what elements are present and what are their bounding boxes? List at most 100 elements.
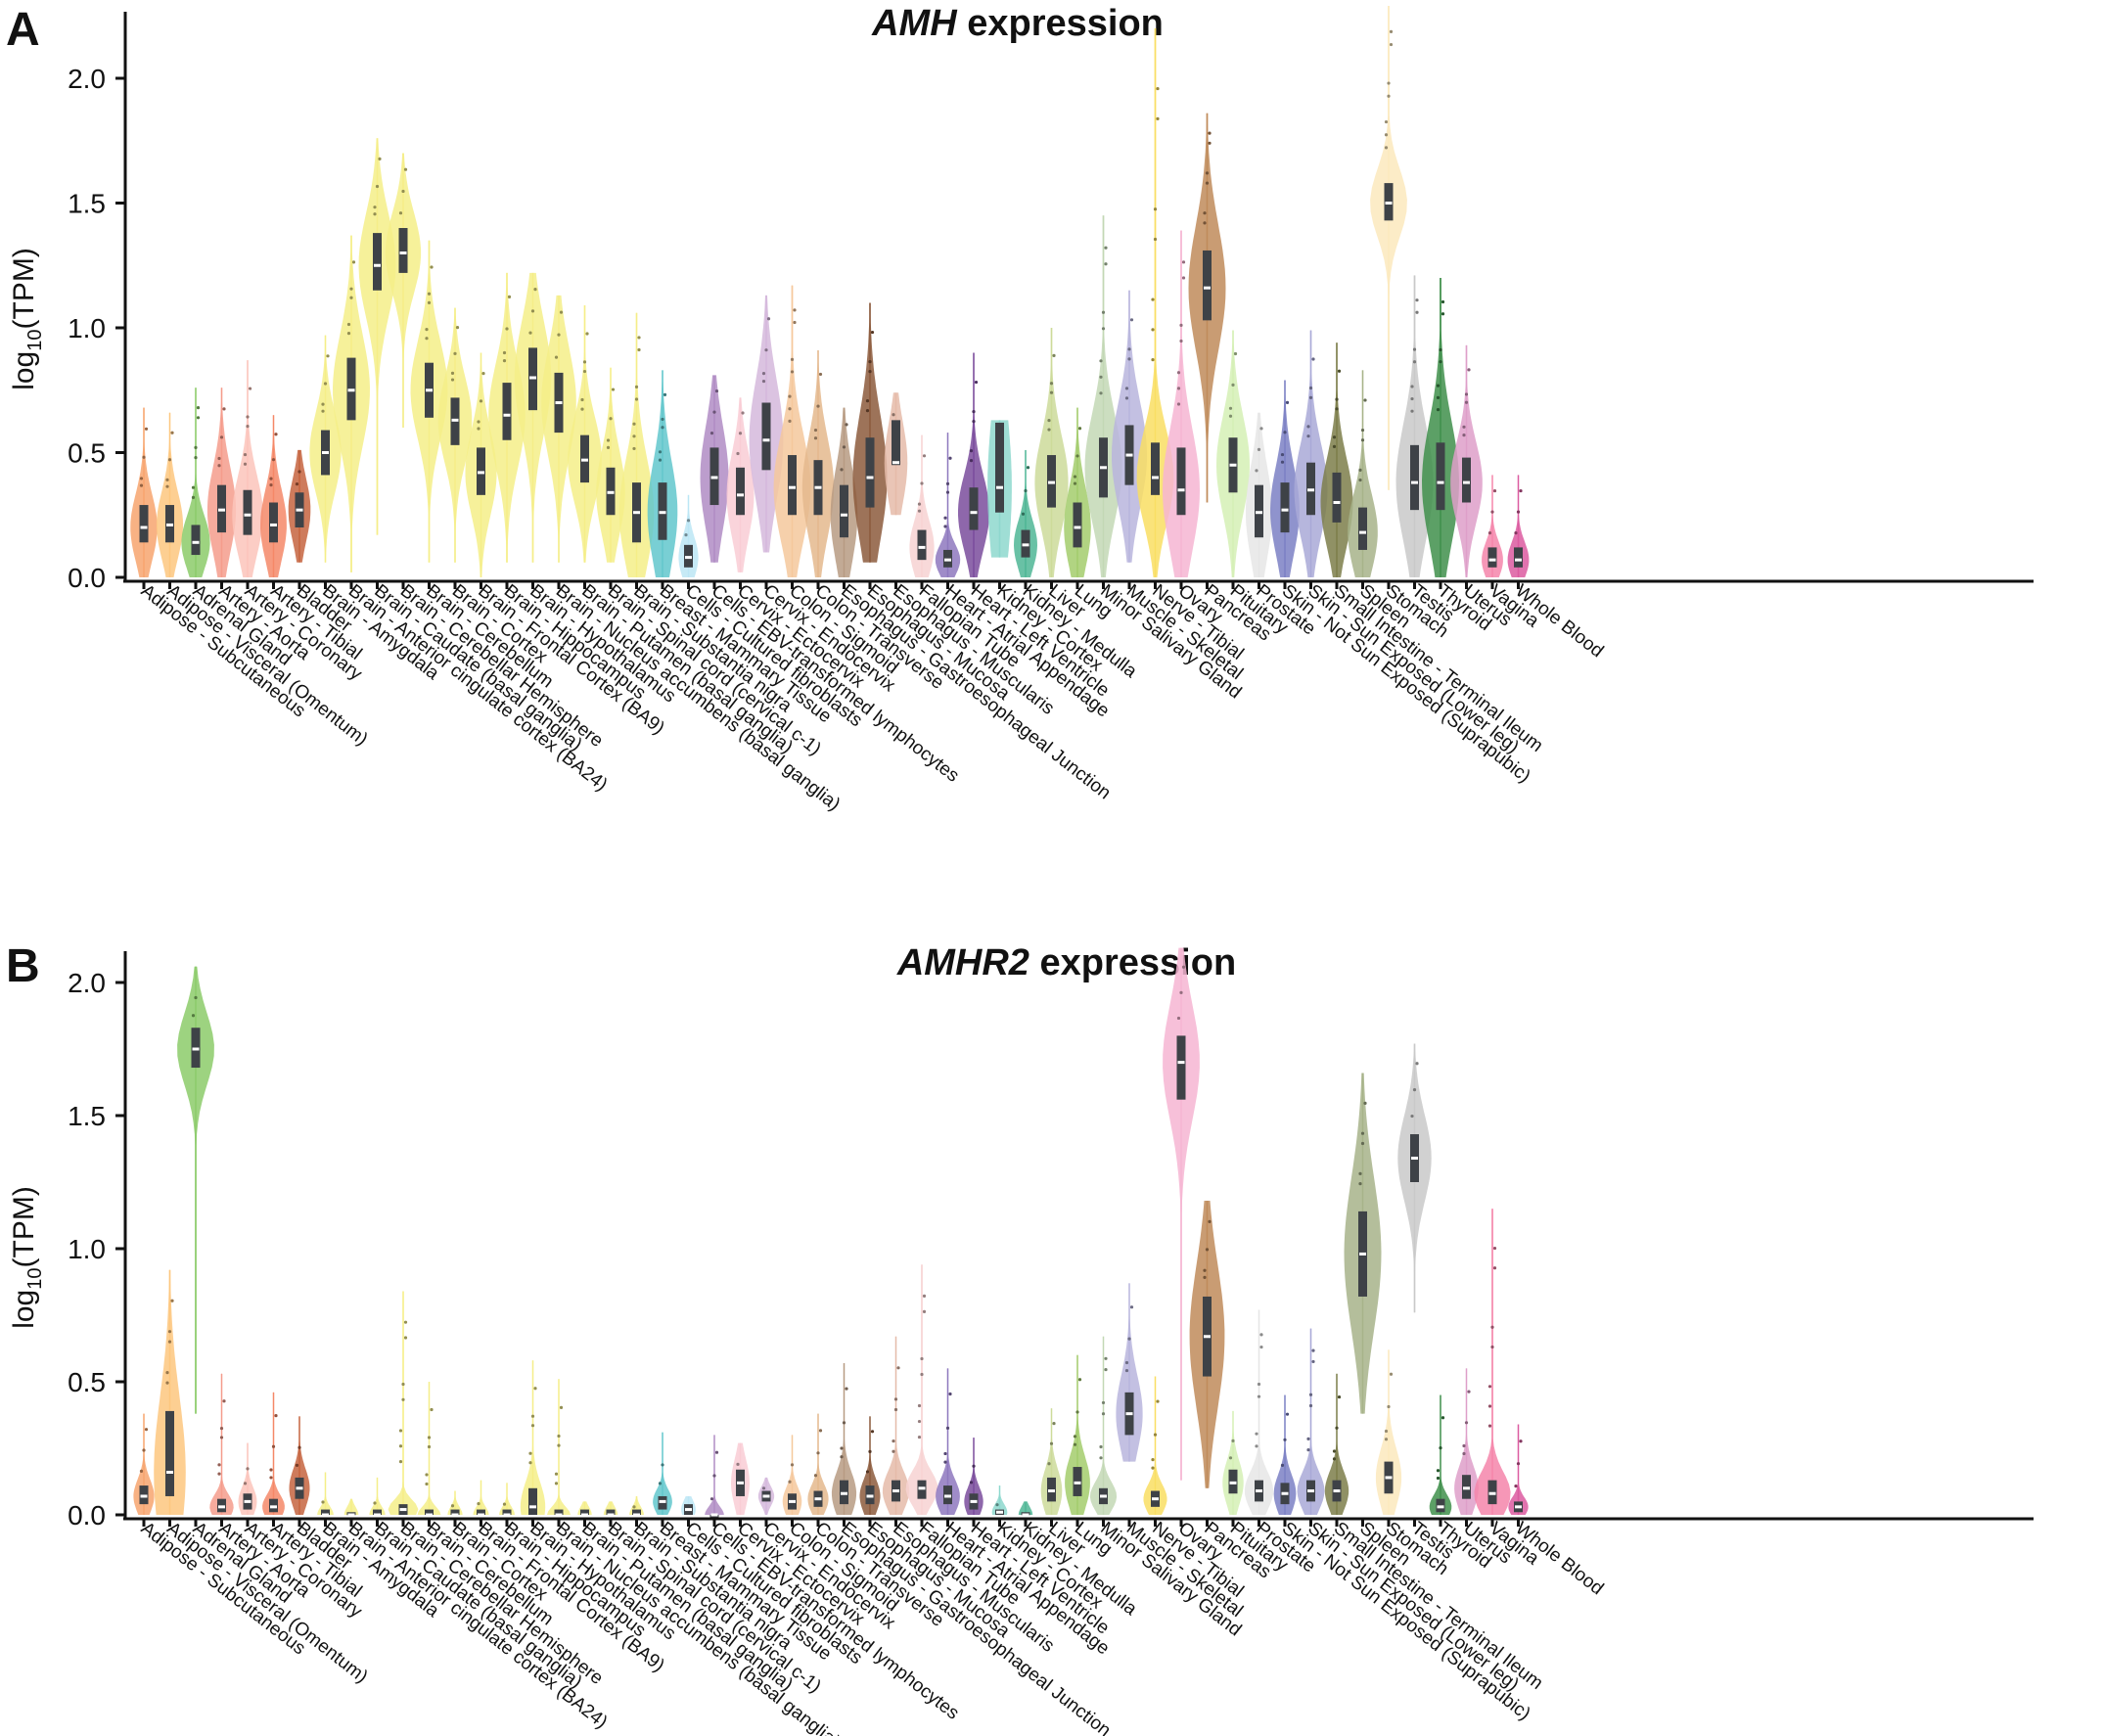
outlier-dot-b-26-0 [813,1474,818,1478]
iqr-box-a-28 [865,437,875,508]
outlier-dot-a-3-2 [222,407,226,411]
outlier-dot-a-48-6 [1384,119,1389,124]
outlier-dot-a-2-2 [196,416,201,420]
outlier-dot-a-5-1 [271,458,276,462]
outlier-dot-b-20-1 [661,1463,664,1467]
outlier-dot-a-12-1 [453,351,457,355]
median-mark-b-45 [1307,1489,1314,1493]
outlier-dot-b-28-2 [870,1430,875,1434]
outlier-dot-b-29-3 [892,1439,895,1443]
median-mark-a-48 [1385,202,1393,205]
outlier-dot-a-25-6 [788,394,792,398]
median-mark-b-26 [814,1497,822,1501]
outlier-dot-b-48-2 [1389,1372,1394,1376]
outlier-dot-a-37-0 [1099,391,1103,395]
outlier-dot-a-51-3 [1462,425,1466,429]
outlier-dot-a-41-5 [1208,131,1212,135]
outlier-dot-b-3-1 [219,1436,224,1439]
outlier-dot-b-30-4 [920,1356,924,1361]
outlier-dot-b-29-1 [893,1407,898,1412]
iqr-box-b-40 [1176,1035,1186,1100]
outlier-dot-a-8-3 [346,322,351,327]
outlier-dot-a-51-2 [1467,368,1471,372]
outlier-dot-b-15-0 [528,1461,532,1465]
outlier-dot-a-31-1 [945,490,950,494]
outlier-dot-a-11-4 [427,292,432,296]
outlier-dot-a-17-2 [585,332,589,336]
outlier-dot-b-22-1 [712,1474,716,1478]
outlier-dot-b-38-2 [1129,1305,1134,1309]
iqr-box-b-17 [580,1509,589,1515]
median-mark-a-30 [918,545,926,549]
outlier-dot-b-45-4 [1308,1393,1313,1396]
outlier-dot-a-17-4 [582,360,587,364]
violin-b-breast-mammary-tissue [653,1432,672,1515]
outlier-dot-a-41-1 [1205,181,1210,185]
outlier-dot-a-22-0 [709,432,714,435]
outlier-dot-a-42-1 [1231,383,1235,387]
outlier-dot-a-35-0 [1047,428,1051,432]
y-tick-label-b-3: 1.5 [68,1101,106,1131]
outlier-dot-a-43-2 [1259,427,1263,431]
outlier-dot-b-31-0 [943,1460,947,1464]
median-mark-b-42 [1229,1481,1237,1485]
outlier-dot-a-14-2 [507,295,512,298]
violin-a-skin-sun-exposed-lower-leg [1294,330,1328,577]
median-mark-a-37 [1100,466,1107,470]
outlier-dot-b-37-5 [1104,1356,1108,1360]
outlier-dot-b-47-2 [1363,1101,1367,1105]
outlier-dot-a-30-2 [922,454,927,458]
median-mark-b-1 [166,1470,173,1474]
outlier-dot-b-0-1 [142,1448,146,1452]
outlier-dot-a-39-3 [1151,328,1155,332]
outlier-dot-a-30-1 [920,481,924,485]
outlier-dot-a-40-4 [1179,323,1183,327]
iqr-box-b-1 [165,1410,174,1496]
outlier-dot-a-23-1 [738,432,743,435]
median-mark-a-29 [892,461,899,465]
y-tick-label-a-2: 1.0 [68,313,106,343]
median-mark-b-9 [374,1513,381,1517]
iqr-box-b-13 [477,1509,485,1515]
outlier-dot-b-52-2 [1492,1266,1497,1270]
outlier-dot-b-43-1 [1257,1394,1261,1398]
median-mark-a-47 [1359,530,1366,534]
outlier-dot-a-39-1 [1153,237,1158,242]
outlier-dot-a-16-2 [559,310,564,314]
outlier-dot-a-19-1 [634,397,639,401]
outlier-dot-a-12-3 [450,371,455,375]
outlier-dot-b-51-0 [1462,1451,1466,1456]
outlier-dot-a-45-3 [1306,425,1310,429]
outlier-dot-a-40-6 [1176,371,1181,375]
median-mark-a-1 [166,523,173,526]
outlier-dot-a-5-0 [269,483,273,487]
iqr-box-a-27 [840,484,848,538]
outlier-dot-b-39-2 [1156,1399,1160,1403]
iqr-box-a-49 [1410,444,1419,511]
outlier-dot-a-2-5 [196,406,201,410]
outlier-dot-a-1-1 [167,458,172,462]
outlier-dot-a-9-3 [373,206,377,209]
outlier-dot-a-5-2 [274,433,278,436]
violin-b-vagina [1474,1209,1511,1515]
outlier-dot-a-3-1 [219,435,224,439]
outlier-dot-b-25-0 [788,1480,792,1484]
y-tick-label-a-0: 0.0 [68,563,106,593]
median-mark-b-37 [1100,1494,1107,1498]
outlier-dot-b-30-6 [917,1403,922,1408]
outlier-dot-b-52-3 [1487,1404,1492,1408]
outlier-dot-a-17-1 [582,369,587,374]
outlier-dot-a-13-0 [477,427,480,431]
outlier-dot-b-16-1 [557,1443,561,1447]
outlier-dot-b-32-0 [969,1481,974,1485]
median-mark-a-22 [710,476,718,480]
outlier-dot-a-44-1 [1283,431,1287,434]
outlier-dot-a-38-3 [1124,387,1129,390]
median-mark-a-17 [581,458,588,462]
outlier-dot-a-43-1 [1257,447,1261,451]
outlier-dot-a-7-3 [321,402,325,406]
outlier-dot-a-8-1 [349,296,353,299]
median-mark-b-29 [892,1489,899,1493]
outlier-dot-a-2-1 [194,456,198,460]
violin-a-minor-salivary-gland [1084,215,1122,578]
